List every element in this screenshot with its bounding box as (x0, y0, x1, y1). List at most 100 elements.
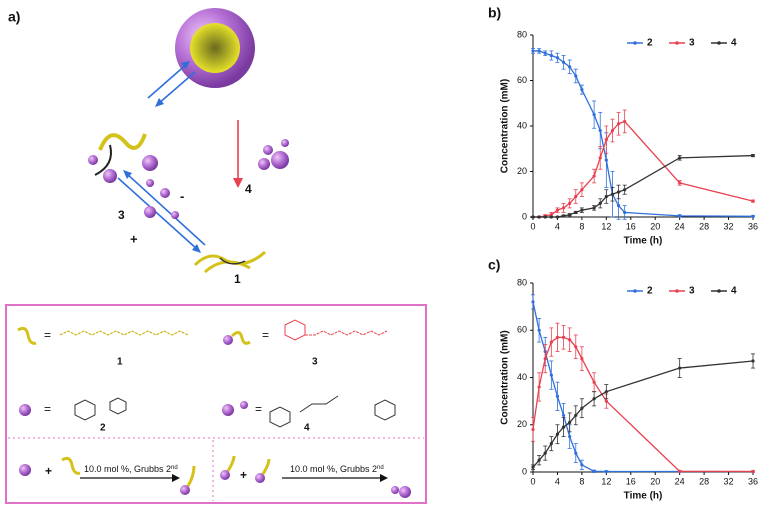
y-tick-label: 60 (517, 75, 527, 85)
panel-label: c) (488, 257, 500, 273)
data-point (537, 385, 541, 389)
data-point (561, 206, 566, 210)
x-axis-label: Time (h) (624, 491, 663, 502)
data-point (623, 119, 627, 124)
data-point (531, 427, 535, 432)
data-point (561, 335, 566, 339)
data-point (604, 194, 608, 199)
x-tick-label: 4 (555, 476, 560, 486)
y-tick-label: 40 (517, 120, 527, 130)
legend-label: 4 (731, 286, 737, 297)
data-point (555, 335, 560, 339)
data-point (543, 51, 547, 55)
series-line (532, 360, 754, 468)
x-tick-label: 36 (748, 221, 758, 231)
species-label: 3 (118, 208, 125, 222)
data-point (598, 156, 602, 160)
data-point (574, 194, 578, 199)
data-point (592, 113, 596, 117)
data-point (561, 413, 566, 417)
data-point (568, 338, 572, 342)
data-point (543, 357, 547, 361)
data-point (568, 213, 572, 217)
y-axis-label: Concentration (mM) (500, 330, 511, 424)
data-point (537, 49, 541, 53)
species-label: 1 (234, 272, 241, 286)
data-point (568, 201, 572, 205)
data-point (592, 380, 596, 384)
data-point (531, 215, 535, 219)
data-point (531, 465, 535, 469)
data-point (751, 214, 755, 218)
data-point (610, 128, 615, 133)
data-point (580, 357, 584, 361)
data-point (616, 122, 621, 126)
data-point (574, 413, 578, 417)
reaction-text: 10.0 mol %, Grubbs 2nd (84, 464, 178, 474)
data-point (580, 208, 584, 212)
x-tick-label: 24 (675, 476, 685, 486)
data-point (568, 434, 572, 439)
legend-label: 3 (689, 38, 695, 49)
data-point (574, 210, 578, 215)
legend-marker (717, 41, 721, 45)
data-point (555, 215, 560, 219)
legend-label: 2 (647, 286, 653, 297)
x-tick-label: 24 (675, 221, 685, 231)
data-point (568, 420, 572, 424)
x-tick-label: 36 (748, 476, 758, 486)
reaction-main: 10.0 mol %, Grubbs 2 (84, 464, 171, 474)
data-point (549, 442, 553, 446)
data-point (580, 406, 584, 410)
y-tick-label: 40 (517, 372, 527, 382)
panel-label: a) (8, 9, 20, 25)
data-point (598, 128, 602, 133)
series-line (532, 336, 754, 473)
series-line (532, 301, 753, 473)
x-tick-label: 20 (650, 476, 660, 486)
data-point (616, 190, 621, 194)
data-point (543, 215, 547, 219)
data-point (751, 359, 755, 363)
x-tick-label: 16 (626, 476, 636, 486)
arrows (117, 61, 243, 253)
legend-label: 4 (731, 38, 737, 49)
data-point (531, 300, 535, 304)
x-tick-label: 0 (530, 221, 535, 231)
x-tick-label: 8 (579, 476, 584, 486)
data-point (580, 88, 584, 92)
data-point (751, 199, 755, 203)
data-point (549, 215, 553, 219)
item-label: 3 (312, 357, 318, 368)
reaction-text: 10.0 mol %, Grubbs 2nd (290, 464, 384, 474)
data-point (555, 432, 560, 436)
y-tick-label: 60 (517, 325, 527, 335)
plus: + (240, 468, 247, 482)
data-point (561, 425, 566, 429)
data-point (555, 394, 560, 398)
data-point (751, 153, 755, 158)
data-point (543, 451, 547, 455)
legend-label: 2 (647, 38, 653, 49)
data-point (678, 366, 682, 370)
equals: = (262, 328, 269, 342)
reaction-sup: nd (377, 465, 384, 471)
legend-marker (633, 289, 637, 293)
x-tick-label: 4 (555, 221, 560, 231)
x-tick-label: 32 (724, 221, 734, 231)
data-point (549, 340, 553, 344)
data-point (623, 188, 627, 192)
legend-marker (717, 289, 721, 293)
data-point (574, 451, 578, 455)
data-point (678, 214, 682, 218)
panel-label: b) (488, 5, 501, 21)
species-label: 4 (245, 182, 252, 196)
data-point (604, 469, 608, 474)
data-point (678, 181, 682, 185)
data-point (555, 208, 560, 212)
legend-marker (675, 41, 679, 45)
legend-marker (675, 289, 679, 293)
data-point (537, 458, 541, 462)
data-point (678, 469, 682, 473)
